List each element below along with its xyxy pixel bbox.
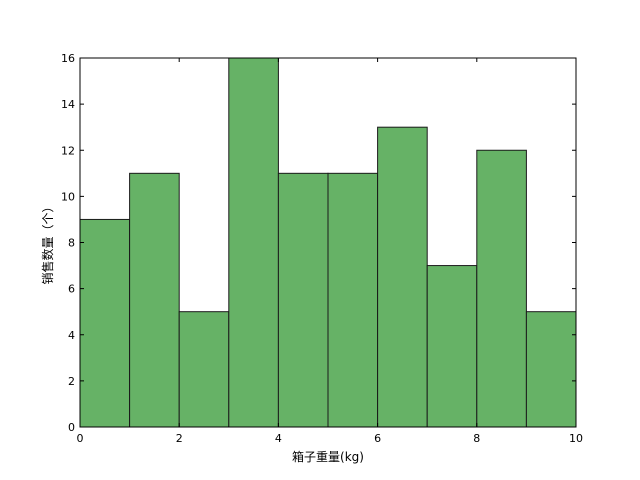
histogram-bar-4 — [277, 172, 329, 428]
x-tick-label-1: 2 — [176, 432, 183, 445]
y-tick-label-6: 12 — [61, 144, 75, 157]
histogram-bar-8 — [476, 149, 527, 428]
x-axis-title: 箱子重量(kg) — [292, 449, 364, 464]
histogram-bar-3 — [228, 57, 279, 428]
histogram-bar-5 — [327, 172, 379, 428]
y-tick-label-2: 4 — [68, 329, 75, 342]
x-tick-label-3: 6 — [374, 432, 381, 445]
ticks-layer: 0 2 4 6 8 10 0 2 4 6 8 10 12 14 16 — [61, 52, 583, 445]
histogram-bar-6 — [377, 126, 428, 428]
y-tick-label-7: 14 — [61, 98, 75, 111]
histogram-bar-2 — [178, 311, 230, 428]
x-tick-label-2: 4 — [275, 432, 282, 445]
x-tick-label-0: 0 — [77, 432, 84, 445]
plot-frame — [79, 57, 577, 428]
y-tick-label-8: 16 — [61, 52, 75, 65]
y-axis-title: 销售数量（个） — [40, 200, 55, 284]
y-tick-label-5: 10 — [61, 190, 75, 203]
histogram-bar-0 — [79, 218, 131, 428]
y-tick-label-1: 2 — [68, 375, 75, 388]
x-tick-label-4: 8 — [473, 432, 480, 445]
bars-layer — [79, 57, 577, 428]
y-tick-label-4: 8 — [68, 237, 75, 250]
y-tick-label-3: 6 — [68, 283, 75, 296]
histogram-bar-7 — [426, 265, 478, 428]
y-tick-label-0: 0 — [68, 421, 75, 434]
histogram-bar-1 — [129, 172, 180, 428]
histogram-bar-9 — [525, 311, 577, 428]
x-tick-label-5: 10 — [569, 432, 583, 445]
